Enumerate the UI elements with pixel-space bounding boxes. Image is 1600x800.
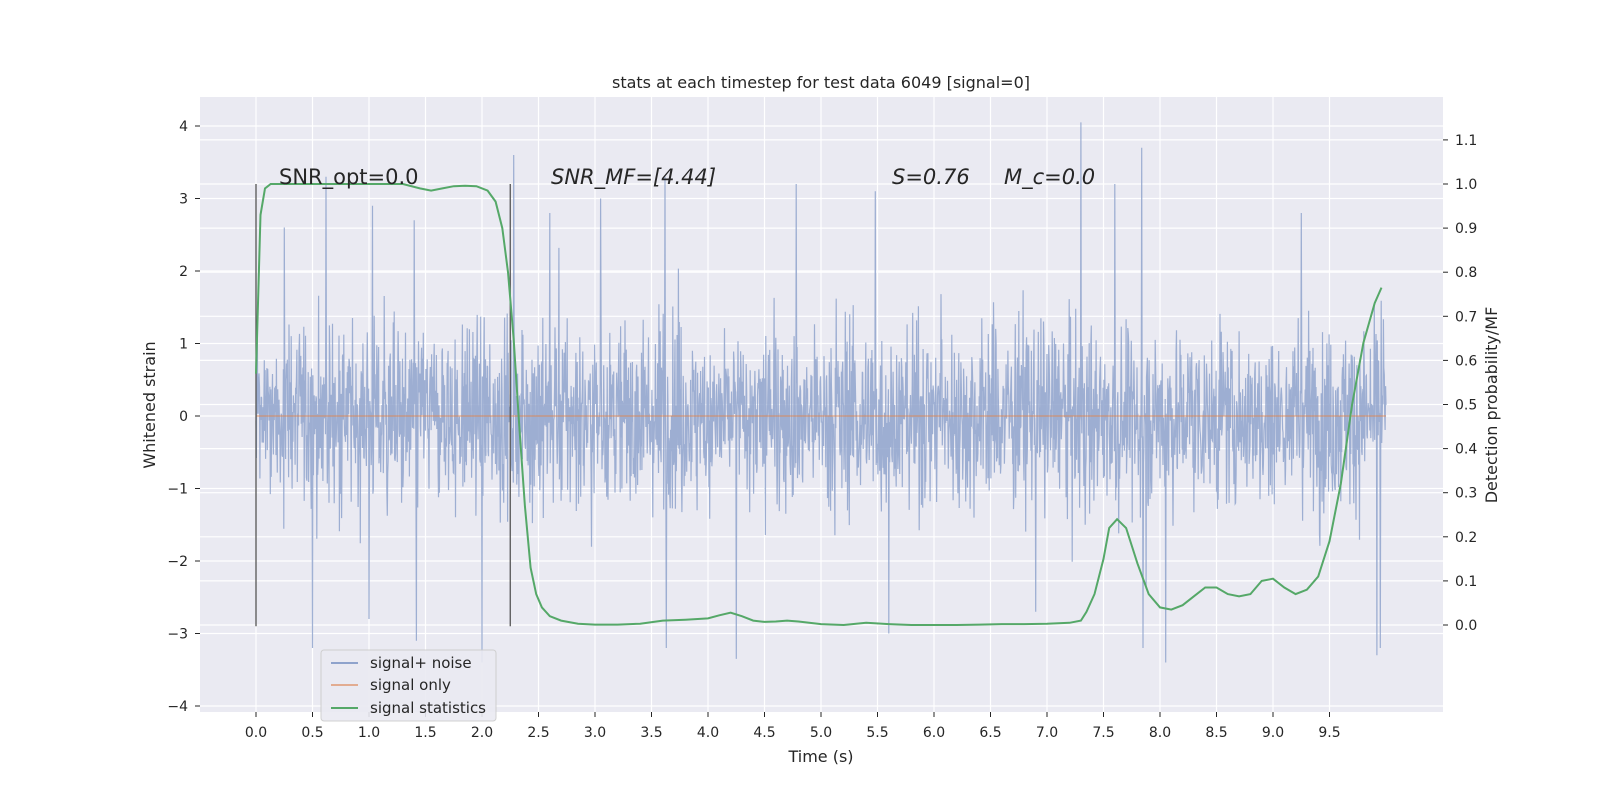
y2-tick-label: 0.1 bbox=[1455, 574, 1477, 590]
x-tick-label: 4.0 bbox=[697, 725, 719, 741]
legend: signal+ noise signal only signal statist… bbox=[320, 649, 497, 722]
annotation-s: S=0.76 bbox=[892, 165, 970, 189]
signal-noise-line bbox=[255, 122, 1387, 663]
x-axis-ticks: 0.0 0.5 1.0 1.5 2.0 2.5 3.0 3.5 4.0 4.5 5.0 5.5 6.0 6… bbox=[245, 712, 1341, 741]
y-tick-label: 2 bbox=[179, 264, 188, 280]
x-tick-label: 5.5 bbox=[866, 725, 888, 741]
y2-tick-label: 0.6 bbox=[1455, 353, 1477, 369]
y-tick-label: 3 bbox=[179, 192, 188, 208]
y-tick-label: −3 bbox=[167, 627, 188, 643]
x-tick-label: 7.5 bbox=[1092, 725, 1114, 741]
x-tick-label: 0.5 bbox=[301, 725, 323, 741]
chart-title: stats at each timestep for test data 604… bbox=[612, 73, 1030, 92]
legend-label-noise: signal+ noise bbox=[370, 654, 472, 672]
y2-tick-label: 0.0 bbox=[1455, 618, 1477, 634]
x-tick-label: 0.0 bbox=[245, 725, 267, 741]
y-tick-label: 0 bbox=[179, 409, 188, 425]
x-tick-label: 6.5 bbox=[979, 725, 1001, 741]
y-tick-label: −4 bbox=[167, 699, 188, 715]
annotation-snr-opt: SNR_opt=0.0 bbox=[279, 165, 419, 190]
legend-box bbox=[320, 649, 497, 722]
y2-tick-label: 0.4 bbox=[1455, 442, 1477, 458]
x-tick-label: 2.0 bbox=[471, 725, 493, 741]
x-tick-label: 2.5 bbox=[527, 725, 549, 741]
vertical-markers bbox=[255, 184, 511, 627]
x-tick-label: 6.0 bbox=[923, 725, 945, 741]
y2-tick-label: 0.7 bbox=[1455, 309, 1477, 325]
signal-statistics-series bbox=[255, 183, 1383, 627]
y2-tick-label: 0.8 bbox=[1455, 265, 1477, 281]
y2-tick-label: 0.3 bbox=[1455, 486, 1477, 502]
x-tick-label: 8.0 bbox=[1149, 725, 1171, 741]
x-tick-label: 1.5 bbox=[414, 725, 436, 741]
y2-tick-label: 0.2 bbox=[1455, 530, 1477, 546]
legend-label-stats: signal statistics bbox=[370, 699, 486, 717]
x-tick-label: 9.5 bbox=[1318, 725, 1340, 741]
annotation-mc: M_c=0.0 bbox=[1004, 165, 1095, 190]
x-tick-label: 7.0 bbox=[1036, 725, 1058, 741]
x-tick-label: 3.5 bbox=[640, 725, 662, 741]
legend-label-signal: signal only bbox=[370, 676, 451, 694]
annotation-snr-mf: SNR_MF=[4.44] bbox=[551, 165, 716, 190]
signal-statistics-line bbox=[255, 183, 1383, 627]
x-tick-label: 8.5 bbox=[1205, 725, 1227, 741]
y2-axis-ticks: 1.1 1.0 0.9 0.8 0.7 0.6 0.5 0.4 0.3 0.2 0.1 0.0 bbox=[1443, 133, 1477, 634]
y2-tick-label: 1.1 bbox=[1455, 133, 1477, 149]
x-tick-label: 4.5 bbox=[753, 725, 775, 741]
y2-tick-label: 1.0 bbox=[1455, 177, 1477, 193]
x-tick-label: 3.0 bbox=[584, 725, 606, 741]
y-axis-ticks: 4 3 2 1 0 −1 −2 −3 −4 bbox=[167, 119, 200, 715]
y-tick-label: −2 bbox=[167, 554, 188, 570]
x-axis-label: Time (s) bbox=[787, 747, 853, 766]
y2-tick-label: 0.5 bbox=[1455, 398, 1477, 414]
y-axis-label: Whitened strain bbox=[140, 341, 159, 468]
signal-noise-series bbox=[255, 122, 1387, 663]
y-tick-label: 1 bbox=[179, 337, 188, 353]
grid bbox=[200, 97, 1443, 712]
x-tick-label: 5.0 bbox=[810, 725, 832, 741]
y-tick-label: 4 bbox=[179, 119, 188, 135]
y2-tick-label: 0.9 bbox=[1455, 221, 1477, 237]
y-tick-label: −1 bbox=[167, 482, 188, 498]
y2-axis-label: Detection probability/MF bbox=[1482, 307, 1501, 504]
x-tick-label: 9.0 bbox=[1262, 725, 1284, 741]
x-tick-label: 1.0 bbox=[358, 725, 380, 741]
